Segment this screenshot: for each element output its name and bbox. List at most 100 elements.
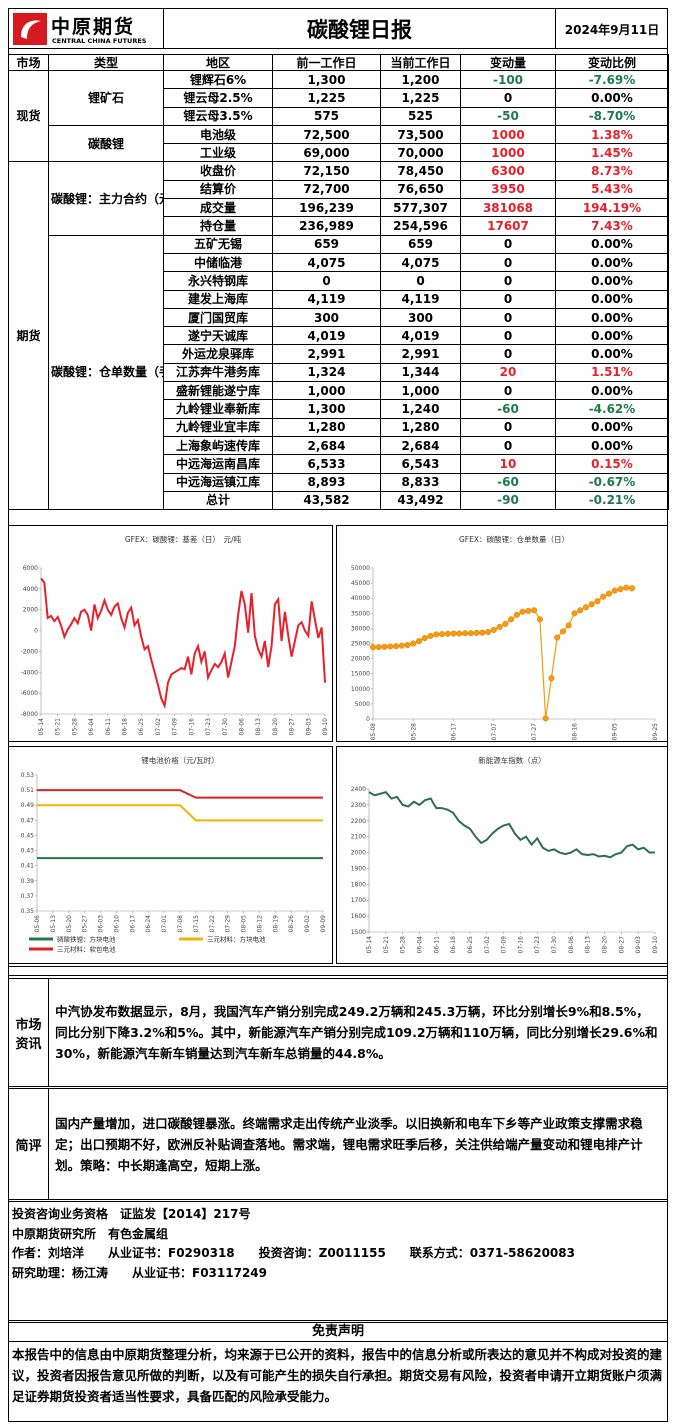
cur-cell: 1,344 bbox=[380, 362, 461, 383]
y-tick-label: 35000 bbox=[351, 610, 370, 617]
prev-cell: 1,225 bbox=[272, 88, 381, 108]
ratio-cell: 0.00% bbox=[555, 344, 669, 364]
prev-cell: 300 bbox=[272, 307, 381, 328]
region-cell: 九岭锂业奉新库 bbox=[163, 399, 273, 419]
section-text: 中汽协发布数据显示，8月，我国汽车产销分别完成249.2万辆和245.3万辆，环… bbox=[55, 1004, 658, 1061]
series-line bbox=[40, 577, 326, 710]
chart-title: 新能源车指数（点） bbox=[478, 755, 546, 765]
prev-cell: 1,280 bbox=[272, 417, 381, 437]
y-tick-label: -8000 bbox=[21, 711, 39, 718]
change-cell: -60 bbox=[460, 399, 556, 419]
region-cell: 五矿无锡 bbox=[163, 234, 273, 254]
prev-cell: 72,500 bbox=[272, 124, 381, 145]
market-cell: 期货 bbox=[8, 161, 49, 511]
change-cell: 0 bbox=[460, 271, 556, 291]
ratio-cell: 0.15% bbox=[555, 454, 669, 474]
series-marker bbox=[490, 626, 497, 633]
chart-box: 新能源车指数（点） 2400 2300 2200 2100 2000 1900 1800 170… bbox=[336, 746, 668, 964]
cur-cell: 43,492 bbox=[380, 490, 461, 511]
series-marker bbox=[415, 638, 423, 645]
x-tick-label: 07-30 bbox=[222, 718, 229, 736]
y-tick-label: 1500 bbox=[351, 929, 366, 936]
x-tick-label: 05-28 bbox=[71, 718, 78, 736]
cur-cell: 4,019 bbox=[380, 326, 461, 346]
ratio-cell: 0.00% bbox=[555, 234, 669, 254]
section-label-text: 市场资讯 bbox=[15, 1017, 42, 1052]
x-tick-label: 05-28 bbox=[400, 936, 407, 954]
prev-cell: 4,075 bbox=[272, 252, 381, 273]
prev-cell: 6,533 bbox=[272, 454, 381, 474]
series-marker bbox=[508, 616, 515, 623]
region-cell: 遂宁天诚库 bbox=[163, 326, 273, 346]
x-tick-label: 09-10 bbox=[322, 718, 329, 736]
y-tick-label: 2100 bbox=[351, 834, 366, 841]
chart-box: 锂电池价格（元/瓦时） 0.53 0.51 0.49 0.47 0.45 0.43 0.41 0… bbox=[8, 746, 333, 964]
prev-cell: 4,119 bbox=[272, 289, 381, 309]
change-cell: 0 bbox=[460, 252, 556, 273]
x-tick-label: 07-01 bbox=[161, 915, 168, 933]
region-cell: 电池级 bbox=[163, 124, 273, 145]
x-tick-label: 08-06 bbox=[568, 936, 575, 954]
header-cell: 变动量 bbox=[460, 54, 556, 71]
x-tick-label: 05-06 bbox=[34, 915, 41, 933]
x-tick-label: 05-21 bbox=[383, 936, 390, 954]
x-tick-label: 09-10 bbox=[652, 936, 659, 954]
header-cell: 市场 bbox=[8, 54, 49, 71]
x-tick-label: 07-23 bbox=[534, 936, 541, 954]
ratio-cell: 0.00% bbox=[555, 252, 669, 273]
series-marker bbox=[565, 622, 572, 629]
change-cell: 17607 bbox=[460, 216, 556, 236]
header-cell: 当前工作日 bbox=[380, 54, 461, 71]
series-marker bbox=[404, 641, 411, 649]
series-marker bbox=[519, 608, 526, 615]
chart-box: GFEX：碳酸锂：基差（日） 元/吨 6000 4000 2000 0 -2000 -400… bbox=[8, 525, 333, 742]
report-date: 2024年9月11日 bbox=[564, 22, 660, 37]
x-tick-label: 06-11 bbox=[105, 718, 112, 736]
series-line bbox=[37, 804, 323, 822]
prev-cell: 196,239 bbox=[272, 198, 381, 218]
region-cell: 建发上海库 bbox=[163, 289, 273, 309]
series-marker bbox=[525, 607, 532, 614]
series-line bbox=[368, 791, 655, 859]
x-tick-label: 08-05 bbox=[241, 915, 248, 933]
ratio-cell: 0.00% bbox=[555, 435, 669, 456]
series-marker bbox=[439, 631, 446, 638]
y-tick-label: 1900 bbox=[351, 865, 366, 872]
x-tick-label: 07-16 bbox=[517, 936, 524, 954]
ratio-cell: -8.70% bbox=[555, 106, 669, 126]
y-tick-label: 0.53 bbox=[21, 772, 35, 779]
x-tick-label: 08-16 bbox=[571, 723, 578, 741]
series-marker bbox=[571, 610, 578, 617]
series-marker bbox=[548, 675, 555, 682]
series-marker bbox=[582, 604, 589, 611]
region-cell: 成交量 bbox=[163, 198, 273, 218]
y-tick-label: 6000 bbox=[23, 565, 38, 572]
series-marker bbox=[485, 628, 492, 636]
prev-cell: 1,300 bbox=[272, 69, 381, 90]
ratio-cell: 0.00% bbox=[555, 381, 669, 401]
x-tick-label: 07-02 bbox=[155, 718, 162, 736]
series-marker bbox=[605, 590, 613, 597]
region-cell: 江苏奔牛港务库 bbox=[163, 362, 273, 383]
prev-cell: 1,000 bbox=[272, 381, 381, 401]
series-marker bbox=[611, 587, 618, 594]
chart-title: GFEX：碳酸锂：仓单数量（日） bbox=[459, 534, 569, 544]
y-tick-label: 45000 bbox=[351, 580, 370, 587]
y-tick-label: 0.49 bbox=[21, 802, 35, 809]
ratio-cell: 0.00% bbox=[555, 307, 669, 328]
y-tick-label: 10000 bbox=[351, 686, 370, 693]
x-tick-label: 08-13 bbox=[585, 936, 592, 954]
x-tick-label: 05-14 bbox=[366, 936, 373, 954]
x-tick-label: 09-02 bbox=[304, 915, 311, 933]
header-cell: 地区 bbox=[163, 54, 273, 71]
chart-title: GFEX：碳酸锂：基差（日） 元/吨 bbox=[125, 534, 242, 544]
y-tick-label: 1800 bbox=[351, 881, 366, 888]
y-tick-label: 2000 bbox=[351, 850, 366, 857]
type-cell: 锂矿石 bbox=[48, 70, 164, 126]
change-cell: 0 bbox=[460, 307, 556, 328]
x-tick-label: 05-20 bbox=[66, 915, 73, 933]
ratio-cell: 0.00% bbox=[555, 88, 669, 108]
cur-cell: 1,200 bbox=[380, 69, 461, 90]
cur-cell: 0 bbox=[380, 271, 461, 291]
